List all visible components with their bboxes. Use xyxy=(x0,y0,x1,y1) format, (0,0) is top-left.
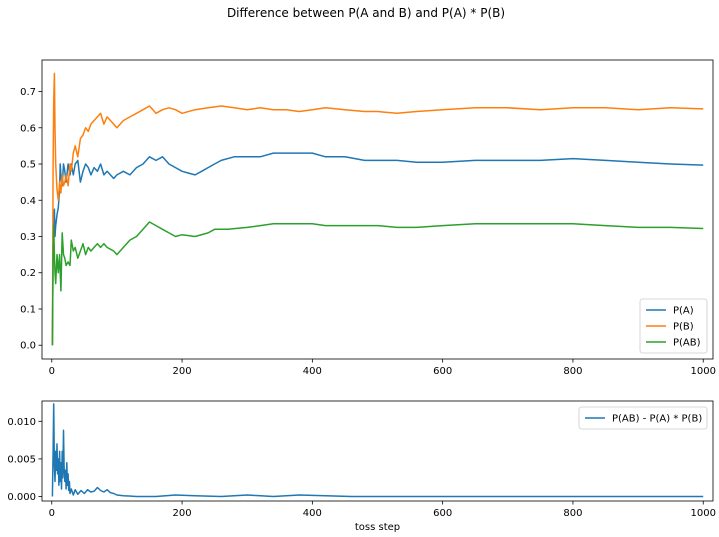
x-tick-label: 200 xyxy=(173,508,192,519)
legend-label: P(A) xyxy=(673,306,694,317)
x-tick-label: 600 xyxy=(433,366,452,377)
x-tick-label: 400 xyxy=(303,366,322,377)
legend: P(A) P(B) P(AB) xyxy=(639,298,708,354)
y-tick-label: 0.3 xyxy=(20,232,36,243)
legend: P(AB) - P(A) * P(B) xyxy=(578,406,708,430)
bottom-plot: 0 200 400 600 800 1000 0.000 0.005 0.010 toss ste… xyxy=(7,400,716,533)
y-tick-label: 0.7 xyxy=(20,87,36,98)
y-tick-label: 0.1 xyxy=(20,304,36,315)
y-tick-label: 0.005 xyxy=(7,454,36,465)
axes-frame xyxy=(41,400,714,502)
y-tick-label: 0.010 xyxy=(7,417,36,428)
x-tick-label: 800 xyxy=(563,508,582,519)
legend-label: P(AB) xyxy=(673,338,701,349)
legend-box xyxy=(578,406,708,430)
x-axis-label: toss step xyxy=(355,522,400,533)
y-tick-label: 0.0 xyxy=(20,341,36,352)
x-tick-label: 400 xyxy=(303,508,322,519)
y-tick-label: 0.000 xyxy=(7,492,36,503)
legend-label: P(B) xyxy=(673,322,694,333)
legend-label: P(AB) - P(A) * P(B) xyxy=(612,414,702,425)
x-tick-label: 1000 xyxy=(691,508,716,519)
legend-box xyxy=(639,298,708,354)
top-plot: 0 200 400 600 800 1000 0.0 0.1 0.2 0.3 0.4 0.5 0.6 0.… xyxy=(20,59,716,377)
x-tick-label: 600 xyxy=(433,508,452,519)
x-tick-label: 800 xyxy=(563,366,582,377)
series-line-p-ab-p-a-p-b xyxy=(51,403,704,498)
figure-title: Difference between P(A and B) and P(A) *… xyxy=(227,6,505,20)
x-tick-label: 200 xyxy=(173,366,192,377)
axes-frame xyxy=(41,59,714,360)
y-tick-label: 0.6 xyxy=(20,123,36,134)
series-line-p-ab xyxy=(51,221,704,346)
x-tick-label: 0 xyxy=(49,366,55,377)
series-line-p-b xyxy=(51,72,704,346)
y-tick-label: 0.2 xyxy=(20,268,36,279)
series-line-p-a xyxy=(51,152,704,346)
x-tick-label: 1000 xyxy=(691,366,716,377)
x-tick-label: 0 xyxy=(49,508,55,519)
y-tick-label: 0.5 xyxy=(20,160,36,171)
y-tick-label: 0.4 xyxy=(20,196,36,207)
